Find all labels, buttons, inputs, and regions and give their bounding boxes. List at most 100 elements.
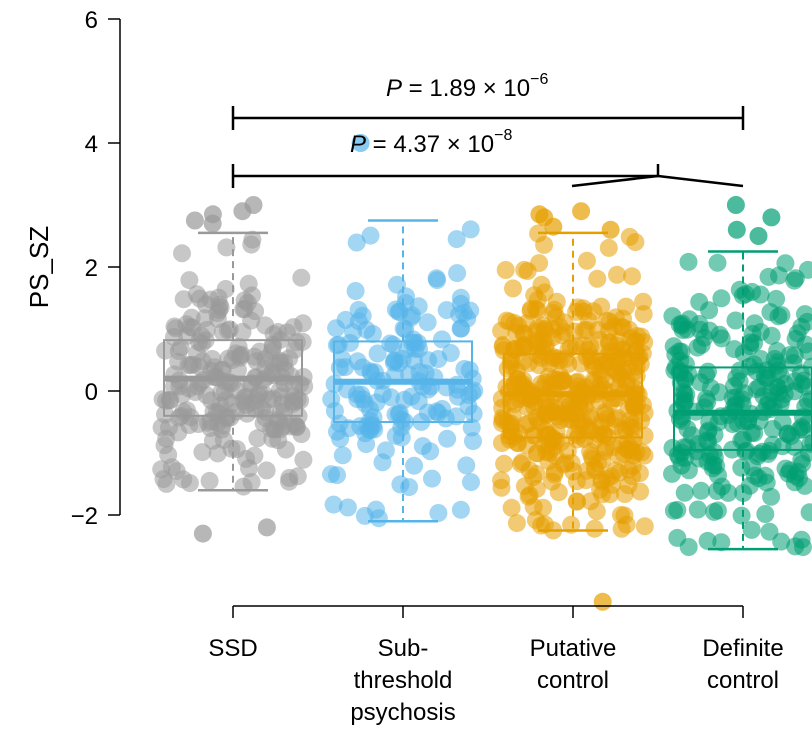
data-point <box>692 335 711 354</box>
data-point <box>242 235 261 254</box>
data-point <box>619 460 638 479</box>
data-point <box>461 220 480 239</box>
data-point <box>193 443 212 462</box>
data-point <box>698 431 716 450</box>
data-point <box>409 392 428 411</box>
data-point <box>577 251 596 270</box>
data-point <box>734 412 753 431</box>
outlier-point <box>351 134 370 152</box>
data-point <box>368 344 387 363</box>
data-point <box>612 370 631 388</box>
data-point <box>216 280 235 298</box>
data-point <box>625 332 644 351</box>
x-tick-label: SSD <box>208 635 257 662</box>
data-point <box>596 405 615 424</box>
outlier-point <box>593 592 612 611</box>
data-point <box>528 346 547 364</box>
data-point <box>549 483 568 502</box>
data-point <box>403 306 422 325</box>
data-point <box>712 533 731 552</box>
data-point <box>457 456 476 475</box>
data-point <box>679 252 698 271</box>
data-point <box>523 426 542 445</box>
data-point <box>612 505 630 524</box>
data-point <box>546 447 565 466</box>
boxplots <box>163 219 812 551</box>
data-point <box>527 444 546 463</box>
data-point <box>794 538 812 557</box>
data-point <box>619 476 638 495</box>
data-point <box>338 498 357 517</box>
data-point <box>464 404 483 423</box>
data-point <box>333 350 352 368</box>
data-point <box>208 444 227 463</box>
data-point <box>612 318 631 337</box>
data-point <box>455 360 474 378</box>
data-point <box>174 470 193 489</box>
data-point <box>257 461 276 480</box>
data-point <box>421 442 440 461</box>
data-point <box>626 233 645 252</box>
data-point <box>566 405 585 424</box>
outlier-point <box>762 208 781 227</box>
data-point <box>527 464 546 483</box>
data-point <box>447 407 466 426</box>
data-point <box>528 318 547 337</box>
data-point <box>726 311 745 330</box>
data-point <box>798 260 812 279</box>
data-point <box>800 503 812 522</box>
data-point <box>195 309 214 328</box>
data-point <box>512 454 530 473</box>
data-point <box>548 407 567 426</box>
data-point <box>673 390 692 409</box>
data-point <box>673 321 692 339</box>
p-value-label: P = 4.37 × 10−8 <box>350 127 512 158</box>
data-point <box>545 300 564 319</box>
data-point <box>690 320 709 339</box>
data-point <box>385 351 404 370</box>
data-point <box>634 292 653 311</box>
data-point <box>567 430 586 449</box>
data-point <box>742 520 761 539</box>
data-point <box>423 469 441 488</box>
data-point <box>507 514 526 533</box>
data-point <box>392 410 411 429</box>
data-point <box>635 517 654 536</box>
data-point <box>451 500 470 519</box>
data-point <box>575 321 593 340</box>
data-point <box>433 330 451 349</box>
data-point <box>462 418 481 437</box>
boxplot <box>163 231 303 492</box>
data-point <box>361 226 380 245</box>
data-point <box>595 425 614 444</box>
data-point <box>599 238 618 257</box>
data-point <box>405 456 424 475</box>
data-point <box>668 445 687 464</box>
data-point <box>569 377 587 396</box>
data-point <box>179 355 198 374</box>
data-point <box>705 502 724 521</box>
data-point <box>227 440 246 459</box>
data-point <box>180 271 199 290</box>
data-point <box>451 288 470 307</box>
data-point <box>410 363 429 381</box>
data-point <box>496 261 515 279</box>
data-point <box>767 289 786 308</box>
data-point <box>673 411 691 430</box>
data-point <box>690 449 709 468</box>
data-point <box>248 429 267 448</box>
data-point <box>586 358 605 377</box>
y-tick-label: 2 <box>85 255 98 282</box>
data-point <box>623 267 641 286</box>
outlier-point <box>727 220 746 239</box>
y-tick-label: 6 <box>85 7 98 34</box>
data-point <box>795 476 812 495</box>
data-point <box>772 532 791 551</box>
y-axis-title: PS_SZ <box>24 226 54 308</box>
data-point <box>625 398 644 417</box>
p-value-label: P = 1.89 × 10−6 <box>386 71 548 102</box>
box-iqr <box>673 366 812 451</box>
data-point <box>461 301 480 320</box>
data-point <box>259 390 278 409</box>
